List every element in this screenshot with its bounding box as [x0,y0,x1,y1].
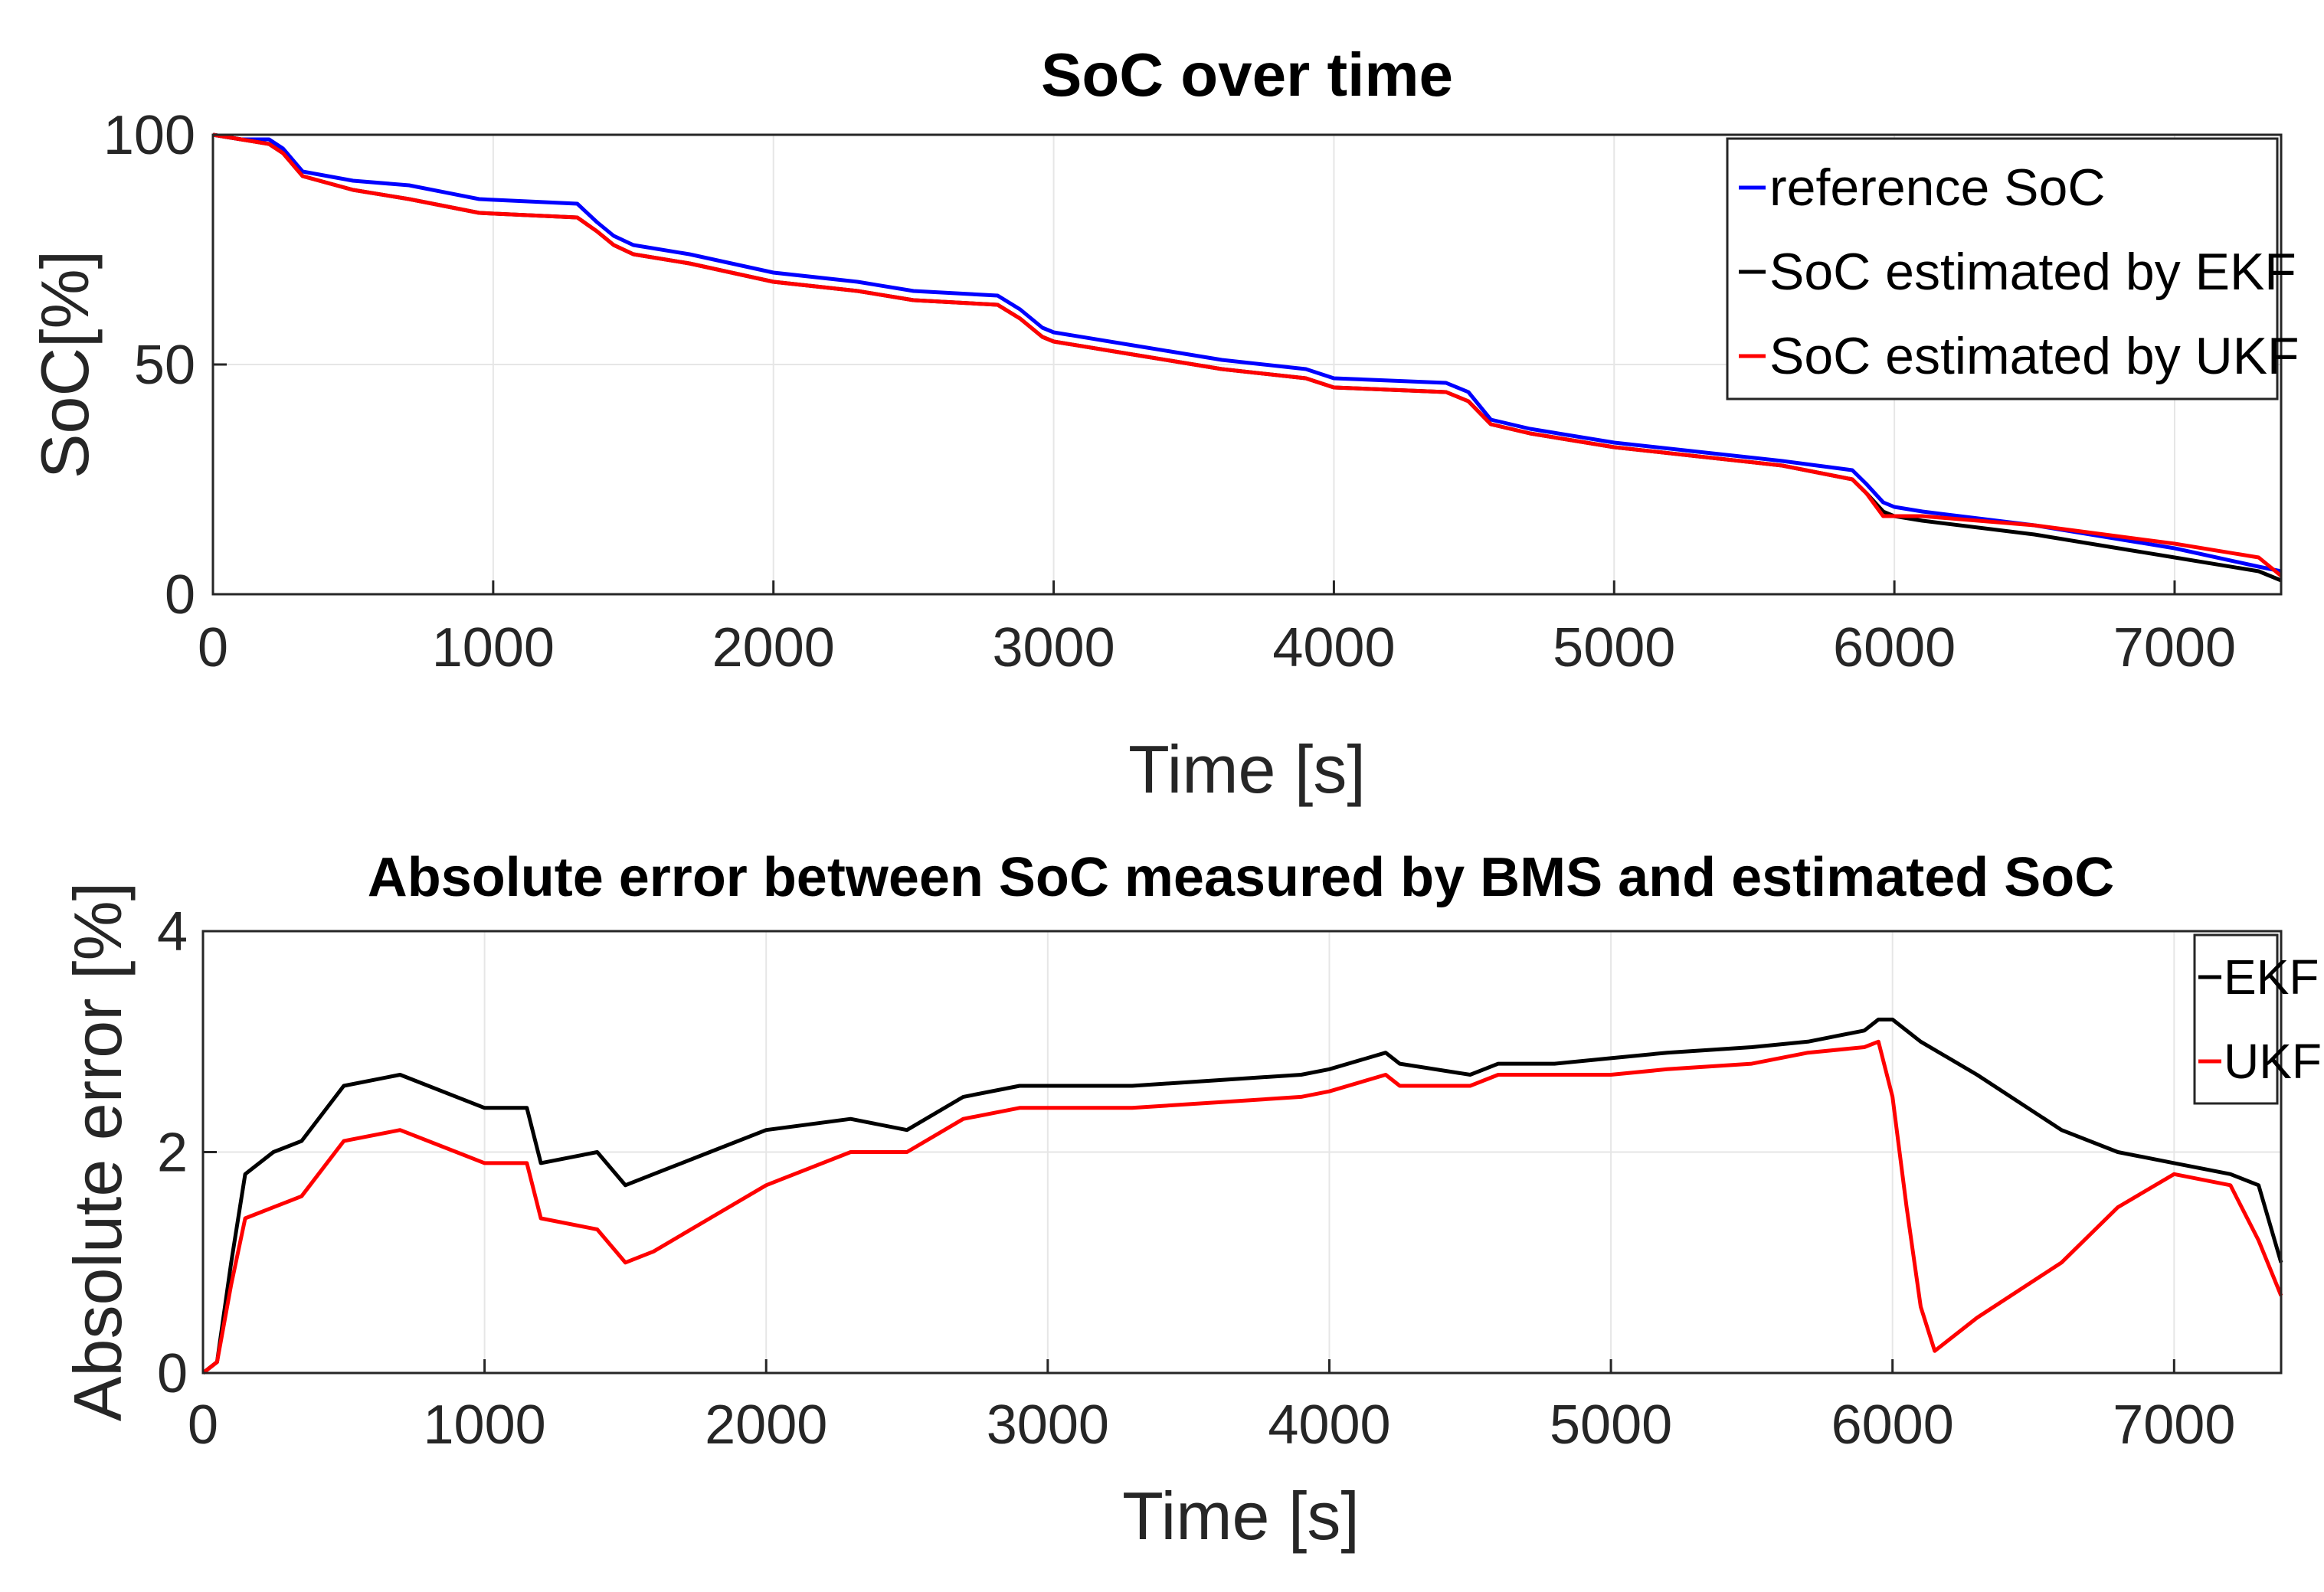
error-chart: 0 1000 2000 3000 4000 5000 6000 7000 0 2 4 Absolut… [60,847,2322,1554]
error-y-tick-label: 2 [157,1123,188,1184]
error-x-tick-label: 3000 [987,1394,1109,1456]
error-series-ukf [201,1039,2283,1375]
soc-legend-label-reference: reference SoC [1769,159,2105,217]
soc-x-tick-label: 7000 [2113,617,2236,678]
soc-chart: 0 1000 2000 3000 4000 5000 6000 7000 0 50 100 SoC … [27,41,2299,807]
soc-x-tick-label: 1000 [432,617,555,678]
soc-x-tick-label: 0 [198,617,228,678]
error-legend: EKF UKF [2193,933,2322,1105]
error-x-tick-label: 6000 [1831,1394,1954,1456]
soc-x-tick-label: 5000 [1553,617,1675,678]
soc-x-axis-label: Time [s] [1128,731,1366,807]
soc-legend-box [1726,137,2279,400]
error-chart-title: Absolute error between SoC measured by B… [368,847,2115,908]
error-x-tick-label: 0 [188,1394,218,1456]
soc-y-axis-label: SoC[%] [27,250,103,479]
soc-y-tick-label: 100 [103,105,195,166]
error-y-tick-label: 0 [157,1343,188,1404]
error-legend-label-ukf: UKF [2224,1034,2322,1089]
error-y-axis-label: Absolute error [%] [60,882,136,1421]
error-x-tick-label: 2000 [705,1394,827,1456]
error-x-tick-label: 5000 [1550,1394,1672,1456]
soc-y-tick-label: 0 [165,564,195,626]
soc-y-tick-label: 50 [134,335,195,396]
error-series [201,1017,2283,1375]
soc-ticks: 0 1000 2000 3000 4000 5000 6000 7000 0 50 100 [103,105,2236,678]
error-y-tick-label: 4 [157,901,188,963]
soc-chart-title: SoC over time [1041,41,1453,109]
error-x-tick-label: 4000 [1268,1394,1390,1456]
soc-series-soc-estimated-by-ukf [212,132,2283,577]
error-x-tick-label: 7000 [2113,1394,2235,1456]
soc-legend-label-ukf: SoC estimated by UKF [1769,327,2299,385]
error-legend-box [2193,933,2279,1105]
soc-legend: reference SoC SoC estimated by EKF SoC e… [1726,137,2299,400]
error-x-tick-label: 1000 [424,1394,546,1456]
soc-x-tick-label: 3000 [992,617,1115,678]
soc-series [212,132,2283,583]
soc-x-tick-label: 2000 [712,617,835,678]
soc-x-tick-label: 4000 [1272,617,1395,678]
error-legend-label-ekf: EKF [2224,950,2319,1005]
soc-x-tick-label: 6000 [1833,617,1956,678]
soc-legend-label-ekf: SoC estimated by EKF [1769,243,2296,301]
error-ticks: 0 1000 2000 3000 4000 5000 6000 7000 0 2 4 [157,901,2235,1456]
error-x-axis-label: Time [s] [1122,1478,1360,1554]
error-grid [203,931,2281,1373]
error-series-ekf [201,1017,2283,1375]
soc-series-reference-soc [212,132,2282,574]
